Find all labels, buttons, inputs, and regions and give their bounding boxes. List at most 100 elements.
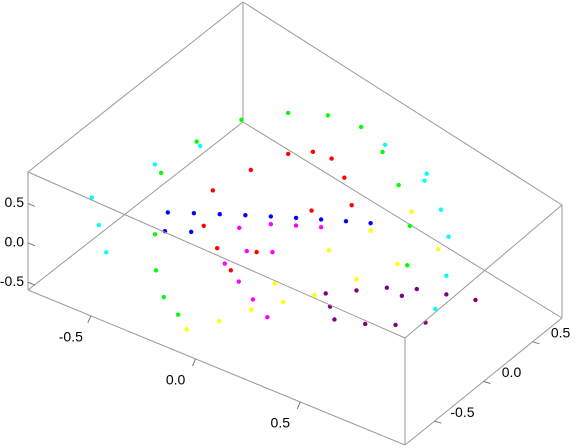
point	[396, 182, 401, 188]
point	[198, 143, 203, 149]
point	[268, 214, 274, 219]
x-tick-label: 0.0	[166, 372, 186, 388]
point	[210, 188, 216, 193]
point	[343, 219, 349, 224]
point	[368, 220, 373, 226]
box-edge	[27, 121, 244, 291]
z-tick	[27, 242, 36, 247]
point	[329, 156, 334, 161]
point	[158, 170, 164, 176]
point	[399, 293, 405, 299]
point	[214, 245, 220, 251]
point	[285, 151, 291, 157]
point	[446, 234, 451, 239]
point	[380, 149, 385, 155]
point	[323, 291, 328, 296]
point	[270, 249, 275, 255]
point	[318, 224, 324, 230]
point	[382, 142, 388, 147]
point	[444, 292, 449, 297]
point	[309, 208, 314, 213]
x-tick	[296, 401, 301, 410]
point	[89, 195, 95, 200]
point	[239, 117, 244, 123]
y-tick	[483, 381, 491, 384]
point	[244, 248, 249, 254]
x-tick-label: -0.5	[59, 329, 83, 345]
point	[407, 223, 413, 229]
point	[249, 307, 254, 312]
point	[310, 149, 316, 155]
point	[194, 139, 199, 144]
point	[422, 178, 427, 183]
point	[265, 314, 270, 320]
point	[184, 327, 189, 332]
point	[217, 211, 222, 217]
x-tick-label: 0.5	[271, 415, 291, 431]
y-tick-label: -0.5	[450, 404, 474, 420]
point	[217, 319, 222, 324]
point	[342, 175, 347, 180]
point	[438, 207, 444, 212]
point	[268, 222, 274, 227]
point	[191, 211, 197, 216]
point	[153, 268, 159, 273]
point	[96, 222, 102, 228]
point	[409, 209, 414, 214]
point	[285, 110, 291, 116]
y-tick	[532, 341, 540, 345]
point	[254, 249, 259, 255]
point	[312, 292, 317, 298]
point	[325, 113, 331, 118]
point	[326, 248, 332, 253]
point	[188, 229, 194, 235]
point	[222, 261, 227, 266]
box-edge	[242, 1, 563, 206]
point	[405, 263, 410, 268]
z-tick	[27, 203, 36, 207]
z-tick-label: 0.0	[5, 234, 25, 250]
point	[280, 299, 286, 305]
point	[362, 321, 368, 327]
point	[243, 213, 248, 218]
point	[250, 297, 256, 302]
point	[161, 294, 166, 300]
box-edge	[27, 171, 406, 339]
z-tick-label: 0.5	[5, 194, 25, 210]
point	[237, 225, 242, 231]
y-tick	[434, 420, 442, 424]
point	[318, 217, 324, 222]
point	[175, 312, 181, 317]
y-tick-label: 0.5	[551, 325, 571, 341]
point	[432, 306, 438, 312]
point	[354, 288, 359, 293]
point	[424, 171, 429, 176]
point	[393, 322, 398, 328]
z-tick	[27, 281, 36, 286]
point	[293, 215, 299, 221]
x-tick	[87, 315, 92, 324]
point	[358, 124, 364, 130]
box-edge	[242, 121, 563, 319]
point	[248, 167, 254, 173]
point	[104, 250, 109, 255]
point	[201, 223, 206, 229]
point	[368, 228, 373, 233]
point	[384, 285, 390, 290]
box-edge	[27, 1, 244, 173]
box-edge	[404, 204, 563, 339]
point	[293, 223, 299, 228]
point	[349, 202, 354, 208]
point	[332, 317, 337, 322]
point	[473, 297, 478, 303]
point	[152, 162, 158, 167]
y-tick-label: 0.0	[502, 364, 522, 380]
point	[395, 261, 400, 267]
point	[228, 268, 234, 273]
point	[165, 210, 171, 215]
point	[236, 279, 241, 284]
z-tick-label: -0.5	[0, 273, 24, 289]
point	[435, 247, 441, 252]
point	[354, 276, 359, 282]
